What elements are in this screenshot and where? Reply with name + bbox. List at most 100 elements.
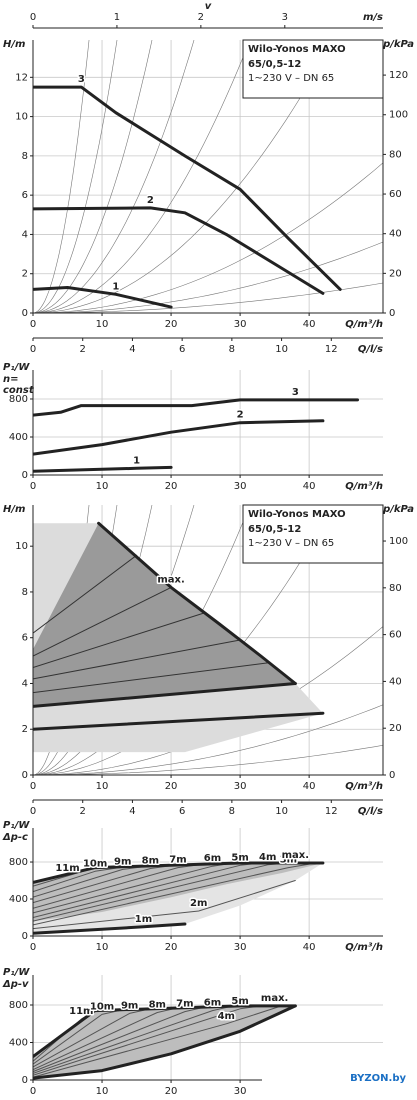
top-axis-label: m/s bbox=[363, 12, 383, 23]
series-label: 11m bbox=[69, 1006, 93, 1017]
series-label: 10m bbox=[90, 1001, 114, 1012]
y-axis-label: H/m bbox=[3, 504, 25, 515]
x-tick-label: 10 bbox=[96, 781, 109, 792]
y-tick-label: 2 bbox=[22, 724, 28, 735]
curve bbox=[33, 554, 138, 634]
y-axis-label-extra: Δp-c bbox=[2, 832, 28, 843]
curve bbox=[33, 682, 297, 708]
x2-tick-label: 6 bbox=[179, 806, 185, 817]
series-label: max. bbox=[282, 850, 309, 861]
x-axis-label: Q/m³/h bbox=[345, 942, 383, 953]
y2-tick-label: 100 bbox=[389, 110, 408, 121]
y-tick-label: 800 bbox=[9, 857, 28, 868]
x-tick-label: 40 bbox=[303, 319, 316, 330]
y-tick-label: 400 bbox=[9, 432, 28, 443]
y-tick-label: 800 bbox=[9, 1000, 28, 1011]
y2-tick-label: 20 bbox=[389, 268, 402, 279]
panel: max.0 10 20 30 400246810020406080100p/kPaQ/m… bbox=[3, 504, 414, 819]
y2-tick-label: 100 bbox=[389, 536, 408, 547]
x-tick-label: 0 bbox=[30, 781, 36, 792]
legend-text: Wilo-Yonos MAXO bbox=[248, 44, 346, 55]
y2-axis-label: p/kPa bbox=[382, 39, 414, 50]
x-tick-label: 20 bbox=[165, 942, 178, 953]
legend-text: 65/0,5-12 bbox=[248, 59, 301, 70]
x-tick-label: 20 bbox=[165, 1086, 178, 1097]
plot-area bbox=[33, 861, 325, 935]
series-label: 8m bbox=[142, 856, 159, 867]
system-curve bbox=[33, 162, 383, 313]
series-label: 2m bbox=[190, 898, 207, 909]
system-curve bbox=[33, 40, 251, 313]
series-label: 4m bbox=[218, 1011, 235, 1022]
series-label: 1 bbox=[112, 281, 119, 292]
x-axis-label: Q/m³/h bbox=[345, 781, 383, 792]
y2-axis-label: p/kPa bbox=[382, 504, 414, 515]
x2-axis-label: Q/l/s bbox=[358, 344, 383, 355]
system-curve bbox=[33, 704, 383, 775]
y2-tick-label: 60 bbox=[389, 630, 402, 641]
plot-area bbox=[33, 398, 359, 473]
curve bbox=[33, 206, 325, 295]
curve bbox=[33, 1005, 282, 1078]
curve bbox=[33, 662, 269, 694]
x2-tick-label: 4 bbox=[129, 806, 135, 817]
y2-tick-label: 0 bbox=[389, 770, 395, 781]
system-curve bbox=[33, 40, 335, 313]
legend-text: 1~230 V – DN 65 bbox=[248, 538, 334, 549]
x2-tick-label: 4 bbox=[129, 344, 135, 355]
series-label: 3 bbox=[78, 74, 85, 85]
x-tick-label: 40 bbox=[303, 942, 316, 953]
area bbox=[33, 523, 296, 707]
y-tick-label: 8 bbox=[22, 151, 28, 162]
series-label: 1m bbox=[135, 914, 152, 925]
system-curve bbox=[33, 40, 118, 313]
x2-tick-label: 2 bbox=[80, 344, 86, 355]
y-tick-label: 400 bbox=[9, 1038, 28, 1049]
series-label: 5m bbox=[231, 852, 248, 863]
curve bbox=[33, 922, 187, 935]
curve bbox=[33, 419, 325, 456]
x-tick-label: 30 bbox=[234, 781, 247, 792]
x2-tick-label: 0 bbox=[30, 806, 36, 817]
x-tick-label: 10 bbox=[96, 942, 109, 953]
y-tick-label: 10 bbox=[15, 541, 28, 552]
y-tick-label: 4 bbox=[22, 678, 28, 689]
curve bbox=[33, 286, 173, 309]
x-tick-label: 40 bbox=[303, 481, 316, 492]
x2-tick-label: 8 bbox=[229, 344, 235, 355]
y-axis-label: P₁/W bbox=[3, 820, 30, 831]
y-axis-label: P₁/W bbox=[3, 362, 30, 373]
x-tick-label: 10 bbox=[96, 481, 109, 492]
top-tick-label: 0 bbox=[30, 12, 36, 23]
series-label: 7m bbox=[169, 855, 186, 866]
y-tick-label: 0 bbox=[22, 470, 28, 481]
top-tick-label: 3 bbox=[282, 12, 288, 23]
x2-tick-label: 10 bbox=[275, 344, 288, 355]
curve bbox=[97, 521, 297, 685]
plot-area bbox=[33, 85, 342, 309]
x2-tick-label: 8 bbox=[229, 806, 235, 817]
legend-text: 1~230 V – DN 65 bbox=[248, 73, 334, 84]
y-axis-label-extra: const bbox=[3, 385, 35, 396]
series-label: 6m bbox=[204, 853, 221, 864]
series-label: 3m bbox=[280, 855, 297, 866]
system-curve bbox=[33, 40, 90, 313]
curve bbox=[33, 711, 325, 731]
y-tick-label: 0 bbox=[22, 931, 28, 942]
x-tick-label: 30 bbox=[234, 481, 247, 492]
x-tick-label: 20 bbox=[165, 319, 178, 330]
x2-tick-label: 10 bbox=[275, 806, 288, 817]
x2-tick-label: 2 bbox=[80, 806, 86, 817]
y-tick-label: 800 bbox=[9, 394, 28, 405]
system-curve bbox=[33, 282, 383, 313]
y2-tick-label: 80 bbox=[389, 583, 402, 594]
x-tick-label: 10 bbox=[96, 1086, 109, 1097]
y-tick-label: 400 bbox=[9, 894, 28, 905]
curve bbox=[33, 612, 207, 668]
y-tick-label: 4 bbox=[22, 229, 28, 240]
x2-tick-label: 12 bbox=[325, 344, 338, 355]
y-axis-label: H/m bbox=[3, 39, 25, 50]
curve bbox=[33, 586, 172, 657]
